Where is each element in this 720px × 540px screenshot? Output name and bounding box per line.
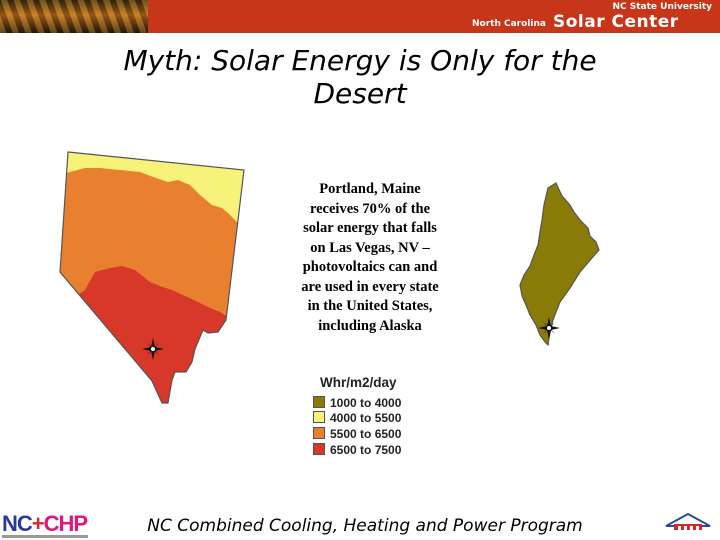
legend-item: 4000 to 5500: [313, 411, 402, 425]
legend-swatch: [313, 443, 325, 455]
logo-plus-text: +: [31, 511, 45, 536]
header-university-name: NC State University: [612, 2, 713, 12]
legend-label: 6500 to 7500: [330, 443, 402, 457]
legend-item: 6500 to 7500: [313, 443, 402, 457]
legend-label: 1000 to 4000: [330, 396, 402, 410]
logo-nc-text: NC: [2, 511, 33, 536]
slide-title-line-1: Myth: Solar Energy is Only for the: [123, 44, 597, 77]
maine-zone-1000-4000: [519, 182, 600, 347]
legend-swatch: [313, 396, 325, 408]
caption-line: receives 70% of the: [309, 200, 431, 217]
caption-text: Portland, Maine receives 70% of the sola…: [270, 180, 470, 336]
caption-line: Portland, Maine: [319, 181, 421, 197]
nevada-map: [59, 151, 245, 404]
caption-line: on Las Vegas, NV –: [310, 239, 430, 256]
legend-title: Whr/m2/day: [320, 375, 397, 390]
slide-title: Myth: Solar Energy is Only for the Deser…: [60, 44, 660, 110]
legend-label: 5500 to 6500: [330, 427, 402, 441]
legend-label: 4000 to 5500: [330, 411, 402, 425]
caption-line: including Alaska: [318, 317, 422, 334]
logo-chp-text: CHP: [43, 511, 88, 536]
legend-item: 1000 to 4000: [313, 396, 402, 410]
legend-swatch: [313, 427, 325, 439]
caption-line: solar energy that falls: [303, 220, 437, 236]
footer-program-name: NC Combined Cooling, Heating and Power P…: [147, 516, 583, 536]
nc-chp-logo: NC+CHP: [2, 511, 88, 536]
logo-subtitle-line: [2, 535, 88, 538]
caption-line: are used in every state: [301, 278, 439, 295]
header-banner: NC State University North Carolina Solar…: [0, 0, 720, 33]
slide-title-line-2: Desert: [313, 77, 407, 110]
caption-line: in the United States,: [307, 298, 433, 314]
header-center-name: Solar Center: [553, 12, 679, 32]
legend-item: 5500 to 6500: [313, 427, 402, 441]
header-center-prefix: North Carolina: [472, 19, 546, 29]
maine-map: [519, 182, 600, 347]
las-vegas-marker-icon: [142, 338, 164, 360]
caption-line: photovoltaics can and: [302, 259, 438, 275]
header-solar-panel-image: [0, 0, 148, 33]
solar-center-logo-icon: [665, 512, 711, 530]
legend-swatch: [313, 411, 325, 423]
portland-marker-icon: [538, 317, 560, 339]
